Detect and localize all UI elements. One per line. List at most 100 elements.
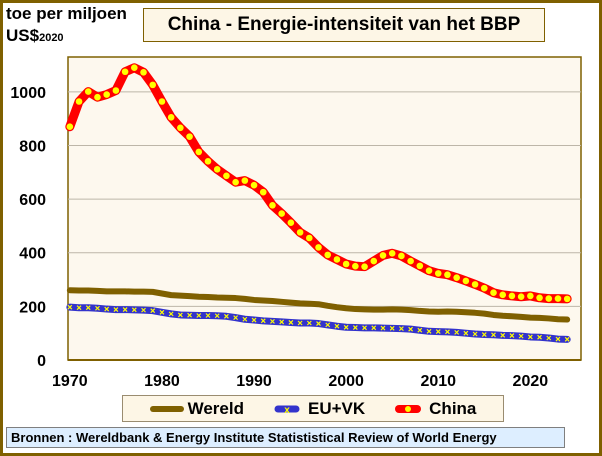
y-tick-label: 1000 <box>10 85 46 102</box>
data-point <box>472 331 478 337</box>
data-point <box>75 98 83 105</box>
data-point <box>315 244 322 251</box>
data-point <box>306 234 313 242</box>
data-point <box>537 334 542 340</box>
x-tick-label: 1980 <box>144 373 180 390</box>
data-point <box>407 257 414 265</box>
data-point <box>426 328 432 334</box>
data-point <box>434 270 442 277</box>
data-point <box>177 124 184 132</box>
data-point <box>168 311 174 317</box>
data-point <box>259 188 267 196</box>
data-point <box>177 312 183 318</box>
data-point <box>343 324 349 330</box>
y-axis-label: toe per miljoen <box>6 4 127 23</box>
data-point <box>545 295 553 302</box>
data-point <box>490 289 497 296</box>
data-point <box>186 133 193 140</box>
data-point <box>471 281 479 288</box>
y-tick-label: 200 <box>19 299 46 316</box>
data-point <box>352 262 359 270</box>
data-point <box>103 91 110 98</box>
data-point <box>140 68 147 76</box>
data-point <box>67 304 73 310</box>
data-point <box>517 293 525 301</box>
data-point <box>121 68 129 76</box>
data-point <box>278 210 285 217</box>
data-point <box>398 326 404 332</box>
legend-item-wereld: Wereld <box>149 399 244 419</box>
data-point <box>288 320 294 325</box>
legend-item-eu-vk: x EU+VK <box>270 399 365 419</box>
x-tick-label: 1970 <box>52 373 88 390</box>
data-point <box>158 98 166 105</box>
data-point <box>84 88 92 95</box>
data-point <box>150 308 156 314</box>
data-point <box>270 318 275 324</box>
data-point <box>187 312 192 318</box>
data-point <box>141 307 146 313</box>
data-point <box>352 325 358 330</box>
y-tick-label: 600 <box>19 192 46 209</box>
x-tick-label: 2020 <box>513 373 549 390</box>
data-point <box>508 292 516 300</box>
legend: Wereld x EU+VK China <box>122 395 504 422</box>
y-tick-label: 0 <box>37 353 46 370</box>
data-point <box>444 271 451 279</box>
y-axis-unit-sub: 2020 <box>39 32 64 44</box>
series-eu-vk <box>66 303 571 343</box>
y-axis-unit: US$2020 <box>6 26 64 46</box>
data-point <box>555 336 561 342</box>
data-point <box>564 336 570 342</box>
data-point <box>223 172 230 180</box>
data-point <box>95 305 100 311</box>
data-point <box>453 274 460 281</box>
data-point <box>518 333 524 339</box>
data-point <box>316 321 321 326</box>
data-point <box>334 323 340 329</box>
data-point <box>362 325 367 331</box>
data-point <box>491 332 496 338</box>
x-tick-label: 2010 <box>420 373 456 390</box>
data-point <box>480 284 488 292</box>
source-note: Bronnen : Wereldbank & Energy Institute … <box>6 427 565 448</box>
data-point <box>204 158 212 165</box>
data-point <box>269 201 276 209</box>
data-point <box>131 64 138 72</box>
data-point <box>325 322 331 328</box>
data-point <box>94 93 101 101</box>
data-point <box>306 320 312 326</box>
data-point <box>563 295 571 303</box>
legend-label-china: China <box>429 398 477 418</box>
data-point <box>499 291 507 299</box>
data-point <box>388 249 396 257</box>
data-point <box>149 81 157 89</box>
data-point <box>112 87 120 94</box>
legend-swatch-eu-vk: x <box>274 405 300 414</box>
data-point <box>159 309 165 315</box>
svg-text:x: x <box>284 405 290 414</box>
data-point <box>131 307 137 313</box>
y-tick-label: 400 <box>19 246 46 263</box>
data-point <box>481 332 487 337</box>
data-point <box>205 313 211 318</box>
data-point <box>233 315 239 321</box>
legend-item-china: China <box>391 399 476 419</box>
data-point <box>279 319 285 325</box>
data-point <box>232 178 239 186</box>
data-point <box>554 295 562 302</box>
x-tick-label: 2000 <box>328 373 364 390</box>
data-point <box>297 320 303 326</box>
data-point <box>509 333 515 339</box>
data-point <box>417 327 423 333</box>
chart-svg: 0 200 400 600 800 1000 1970 1980 1990 2000 2010 202… <box>10 56 582 390</box>
legend-swatch-wereld <box>149 405 184 412</box>
data-point <box>196 313 202 318</box>
data-point <box>260 318 266 324</box>
series-wereld <box>66 287 571 323</box>
data-point <box>500 332 506 338</box>
data-point <box>113 307 119 313</box>
chart-title: China - Energie-intensiteit van het BBP <box>143 8 545 42</box>
data-point <box>435 329 441 335</box>
data-point <box>85 305 91 311</box>
